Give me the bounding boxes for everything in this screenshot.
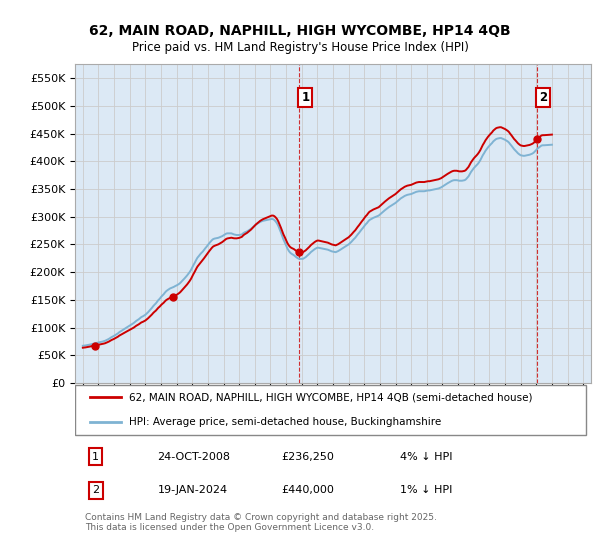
Text: 4% ↓ HPI: 4% ↓ HPI xyxy=(400,452,452,461)
Text: 62, MAIN ROAD, NAPHILL, HIGH WYCOMBE, HP14 4QB (semi-detached house): 62, MAIN ROAD, NAPHILL, HIGH WYCOMBE, HP… xyxy=(129,393,533,403)
Text: Contains HM Land Registry data © Crown copyright and database right 2025.
This d: Contains HM Land Registry data © Crown c… xyxy=(85,512,437,532)
Text: 2: 2 xyxy=(92,486,99,496)
Text: 2: 2 xyxy=(539,91,548,104)
FancyBboxPatch shape xyxy=(75,385,586,435)
Text: 1: 1 xyxy=(301,91,310,104)
Text: Price paid vs. HM Land Registry's House Price Index (HPI): Price paid vs. HM Land Registry's House … xyxy=(131,41,469,54)
Text: HPI: Average price, semi-detached house, Buckinghamshire: HPI: Average price, semi-detached house,… xyxy=(129,417,442,427)
Text: 24-OCT-2008: 24-OCT-2008 xyxy=(158,452,230,461)
Text: 19-JAN-2024: 19-JAN-2024 xyxy=(158,486,227,496)
Text: £236,250: £236,250 xyxy=(281,452,334,461)
Text: 1: 1 xyxy=(92,452,99,461)
Text: 1% ↓ HPI: 1% ↓ HPI xyxy=(400,486,452,496)
Text: £440,000: £440,000 xyxy=(281,486,334,496)
Text: 62, MAIN ROAD, NAPHILL, HIGH WYCOMBE, HP14 4QB: 62, MAIN ROAD, NAPHILL, HIGH WYCOMBE, HP… xyxy=(89,24,511,38)
